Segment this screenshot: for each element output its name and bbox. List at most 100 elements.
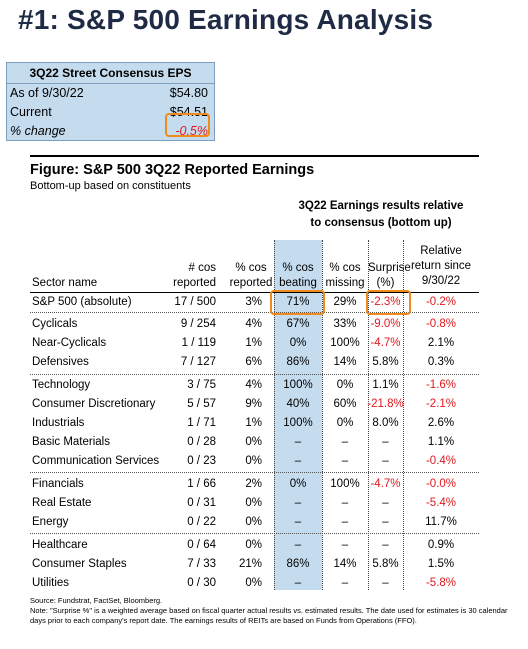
cell-reported: 7 / 33 <box>187 558 216 570</box>
col-header-line: reported <box>229 277 273 289</box>
column-group-line-2: to consensus (bottom up) <box>310 217 452 229</box>
cell-sector: Near-Cyclicals <box>32 337 107 349</box>
cell-missing: 33% <box>333 318 357 330</box>
cell-sector: Utilities <box>32 577 70 589</box>
col-header-reported: # cos reported <box>170 261 216 291</box>
cell-relative: -1.6% <box>425 379 457 391</box>
cell-relative: -0.2% <box>425 296 457 308</box>
cell-beating: – <box>294 455 302 467</box>
cell-sector: Communication Services <box>32 455 160 467</box>
cell-pct-rep: 0% <box>245 455 262 467</box>
cell-reported: 0 / 28 <box>187 436 216 448</box>
cell-beating: 0% <box>289 337 307 349</box>
cell-surprise: -2.3% <box>370 296 401 308</box>
eps-change-highlight <box>165 113 210 137</box>
col-header-relative: Relative return since 9/30/22 <box>406 244 476 289</box>
eps-value-change: -0.5% <box>175 124 208 138</box>
cell-reported: 0 / 30 <box>187 577 216 589</box>
cell-missing: – <box>341 577 349 589</box>
cell-sector: S&P 500 (absolute) <box>32 296 132 308</box>
eps-row-change: % change -0.5% <box>7 122 214 141</box>
cell-relative: 0.9% <box>427 539 455 551</box>
cell-beating: 86% <box>286 558 310 570</box>
cell-pct-rep: 0% <box>245 436 262 448</box>
footnote-note: days prior to each company's report date… <box>30 616 417 625</box>
cell-reported: 0 / 22 <box>187 516 216 528</box>
cell-missing: – <box>341 455 349 467</box>
column-group-line-1: 3Q22 Earnings results relative <box>298 200 464 212</box>
eps-row-asof: As of 9/30/22 $54.80 <box>7 84 214 103</box>
cell-sector: Cyclicals <box>32 318 78 330</box>
eps-label: Current <box>10 105 52 119</box>
cell-beating: 0% <box>289 478 307 490</box>
col-header-line: % cos <box>282 262 314 274</box>
cell-missing: – <box>341 497 349 509</box>
cell-pct-rep: 3% <box>245 296 262 308</box>
col-header-line: 9/30/22 <box>421 275 461 287</box>
cell-beating: 100% <box>283 417 313 429</box>
cell-reported: 0 / 23 <box>187 455 216 467</box>
eps-value: $54.51 <box>169 105 208 119</box>
cell-pct-rep: 4% <box>245 379 262 391</box>
cell-sector: Technology <box>32 379 91 391</box>
beating-highlight <box>270 290 325 315</box>
cell-surprise: -21.8% <box>367 398 404 410</box>
column-divider <box>274 240 275 590</box>
cell-relative: -0.8% <box>425 318 457 330</box>
cell-relative: -5.8% <box>425 577 457 589</box>
cell-missing: 0% <box>336 417 354 429</box>
page-title: #1: S&P 500 Earnings Analysis <box>18 4 434 35</box>
cell-beating: – <box>294 516 302 528</box>
cell-reported: 3 / 75 <box>187 379 216 391</box>
cell-pct-rep: 9% <box>245 398 262 410</box>
cell-reported: 1 / 71 <box>187 417 216 429</box>
eps-label: As of 9/30/22 <box>10 86 84 100</box>
cell-surprise: – <box>382 539 389 551</box>
cell-sector: Energy <box>32 516 69 528</box>
cell-missing: 0% <box>336 379 354 391</box>
cell-sector: Defensives <box>32 356 89 368</box>
cell-relative: 11.7% <box>425 516 457 528</box>
cell-sector: Healthcare <box>32 539 88 551</box>
row-separator <box>30 312 479 313</box>
cell-surprise: – <box>382 516 389 528</box>
cell-surprise: 5.8% <box>372 558 399 570</box>
col-header-missing: % cos missing <box>322 261 368 291</box>
col-header-line: % cos <box>329 262 361 274</box>
cell-reported: 5 / 57 <box>187 398 216 410</box>
row-separator <box>30 533 479 534</box>
cell-missing: 100% <box>330 337 360 349</box>
column-group-header: 3Q22 Earnings results relative to consen… <box>292 198 470 232</box>
cell-pct-rep: 1% <box>245 337 262 349</box>
cell-missing: – <box>341 539 349 551</box>
cell-surprise: -4.7% <box>370 337 401 349</box>
beating-column-shade <box>274 240 322 590</box>
cell-reported: 1 / 66 <box>187 478 216 490</box>
col-header-line: # cos <box>188 262 217 274</box>
cell-pct-rep: 0% <box>245 497 262 509</box>
cell-sector: Consumer Staples <box>32 558 127 570</box>
footnote-note: Note: "Surprise %" is a weighted average… <box>30 606 508 615</box>
cell-relative: 1.1% <box>427 436 455 448</box>
col-header-beating: % cos beating <box>274 261 322 291</box>
cell-beating: – <box>294 577 302 589</box>
eps-value: $54.80 <box>169 86 208 100</box>
cell-beating: 40% <box>286 398 310 410</box>
col-header-line: % cos <box>235 262 267 274</box>
eps-row-current: Current $54.51 <box>7 103 214 122</box>
cell-missing: – <box>341 436 349 448</box>
col-header-line: return since <box>410 260 472 272</box>
cell-sector: Real Estate <box>32 497 92 509</box>
cell-relative: 2.6% <box>427 417 455 429</box>
cell-beating: – <box>294 539 302 551</box>
column-divider <box>403 240 404 590</box>
cell-missing: – <box>341 516 349 528</box>
footnote-source: Source: Fundstrat, FactSet, Bloomberg. <box>30 596 163 605</box>
cell-surprise: – <box>382 577 389 589</box>
eps-box-header: 3Q22 Street Consensus EPS <box>7 63 214 84</box>
cell-pct-rep: 4% <box>245 318 262 330</box>
cell-sector: Industrials <box>32 417 85 429</box>
col-header-line: beating <box>279 277 317 289</box>
surprise-highlight <box>366 290 411 315</box>
col-header-line: Relative <box>420 245 462 257</box>
